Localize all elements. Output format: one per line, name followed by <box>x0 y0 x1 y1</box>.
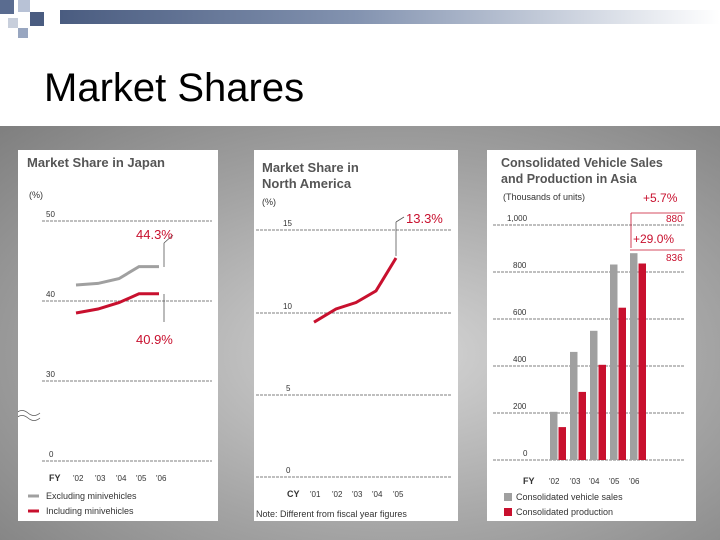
bar-sales-2005 <box>610 264 618 460</box>
deco-square-3 <box>30 12 44 26</box>
chart-title-line: and Production in Asia <box>501 172 638 186</box>
legend-label: Excluding minivehicles <box>46 491 137 501</box>
x-tick-label: '05 <box>609 477 620 486</box>
bar-production-2006 <box>638 263 646 460</box>
x-tick-label: '03 <box>352 490 363 499</box>
annotation-40-9: 40.9% <box>136 332 173 347</box>
legend-swatch-sales <box>504 493 512 501</box>
bar-sales-2003 <box>570 351 578 460</box>
series-line-including-minivehicles <box>75 292 159 315</box>
bar-production-2004 <box>598 364 606 460</box>
x-tick-label: '01 <box>310 490 321 499</box>
chart-title-line: Consolidated Vehicle Sales <box>501 156 663 170</box>
x-axis-prefix: FY <box>523 476 535 486</box>
x-tick-label: '05 <box>136 474 147 483</box>
x-tick-label: '02 <box>549 477 560 486</box>
y-unit: (%) <box>262 197 276 207</box>
legend-label: Consolidated vehicle sales <box>516 492 623 502</box>
legend-swatch-production <box>504 508 512 516</box>
y-tick-label: 0 <box>286 466 291 475</box>
annotation-growth-production: +29.0% <box>633 232 674 246</box>
gridlines <box>493 224 685 461</box>
chart-title-line: Market Share in <box>262 160 359 175</box>
bar-sales-2002 <box>550 411 558 460</box>
y-unit: (%) <box>29 190 43 200</box>
y-tick-label: 0 <box>49 450 54 459</box>
chart-asia: Consolidated Vehicle Sales and Productio… <box>493 156 685 517</box>
annotation-13-3: 13.3% <box>406 211 443 226</box>
deco-square-4 <box>8 18 18 28</box>
x-tick-label: '04 <box>589 477 600 486</box>
slide-title: Market Shares <box>44 66 305 110</box>
x-tick-label: '06 <box>156 474 167 483</box>
deco-square-1 <box>0 0 14 14</box>
chart-japan: Market Share in Japan (%) 50 40 30 0 44.… <box>15 155 212 516</box>
deco-square-2 <box>18 0 30 12</box>
y-tick-label: 1,000 <box>507 214 528 223</box>
panel-north-america: Market Share in North America (%) 15 10 … <box>254 150 458 521</box>
deco-square-5 <box>18 28 28 38</box>
y-tick-label: 10 <box>283 302 292 311</box>
panel-asia: Consolidated Vehicle Sales and Productio… <box>487 150 696 521</box>
annotation-value-836: 836 <box>666 253 683 264</box>
series-line-market-share <box>313 257 398 324</box>
chart-north-america: Market Share in North America (%) 15 10 … <box>256 160 452 519</box>
gridlines <box>42 220 212 462</box>
x-axis-prefix: FY <box>49 473 61 483</box>
callout-44-3 <box>163 234 174 267</box>
bar-production-2003 <box>578 391 586 460</box>
y-tick-label: 30 <box>46 370 55 379</box>
x-tick-label: '03 <box>95 474 106 483</box>
panel-japan: Market Share in Japan (%) 50 40 30 0 44.… <box>15 150 218 521</box>
bar-sales-2004 <box>590 330 598 461</box>
title-bar-stripe <box>60 10 720 24</box>
y-unit: (Thousands of units) <box>503 192 585 202</box>
x-tick-label: '04 <box>372 490 383 499</box>
bar-production-2005 <box>618 307 626 460</box>
callout-13-3 <box>395 216 405 256</box>
x-tick-label: '03 <box>570 477 581 486</box>
axis-break-icon <box>15 410 41 421</box>
y-tick-label: 0 <box>523 449 528 458</box>
series-line-excluding-minivehicles <box>75 265 159 287</box>
annotation-44-3: 44.3% <box>136 227 173 242</box>
bar-group <box>550 253 646 461</box>
bar-sales-2006 <box>630 253 638 460</box>
annotation-growth-sales: +5.7% <box>643 191 678 205</box>
chart-title: Market Share in Japan <box>27 155 165 170</box>
y-tick-label: 600 <box>513 308 527 317</box>
chart-title-line: North America <box>262 176 352 191</box>
callout-5-7 <box>630 212 685 248</box>
x-axis-prefix: CY <box>287 489 300 499</box>
y-tick-label: 15 <box>283 219 292 228</box>
y-tick-label: 40 <box>46 290 55 299</box>
x-tick-label: '06 <box>629 477 640 486</box>
legend-label: Consolidated production <box>516 507 613 517</box>
y-tick-label: 800 <box>513 261 527 270</box>
x-tick-label: '02 <box>332 490 343 499</box>
x-tick-label: '05 <box>393 490 404 499</box>
y-tick-label: 50 <box>46 210 55 219</box>
y-tick-label: 5 <box>286 384 291 393</box>
y-tick-label: 200 <box>513 402 527 411</box>
annotation-value-880: 880 <box>666 214 683 225</box>
gridlines <box>256 229 452 478</box>
y-tick-label: 400 <box>513 355 527 364</box>
chart-note: Note: Different from fiscal year figures <box>256 509 407 519</box>
bar-production-2002 <box>558 427 566 460</box>
x-tick-label: '04 <box>116 474 127 483</box>
legend-label: Including minivehicles <box>46 506 134 516</box>
x-tick-label: '02 <box>73 474 84 483</box>
